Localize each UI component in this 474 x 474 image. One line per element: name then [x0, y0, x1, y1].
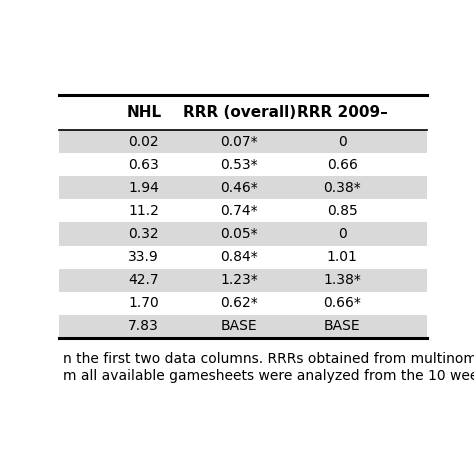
Text: 0.85: 0.85 — [327, 204, 357, 218]
Text: 42.7: 42.7 — [128, 273, 159, 287]
Bar — [59, 246, 427, 269]
Text: 1.01: 1.01 — [327, 250, 357, 264]
Text: 0.53*: 0.53* — [220, 158, 258, 172]
Text: 1.70: 1.70 — [128, 296, 159, 310]
Bar — [59, 153, 427, 176]
Text: 1.38*: 1.38* — [323, 273, 361, 287]
Text: RRR 2009–: RRR 2009– — [297, 105, 388, 120]
Text: 0.66*: 0.66* — [323, 296, 361, 310]
Text: 0.46*: 0.46* — [220, 181, 258, 195]
Text: 0.07*: 0.07* — [220, 135, 258, 148]
Text: n the first two data columns. RRRs obtained from multinomia: n the first two data columns. RRRs obtai… — [63, 352, 474, 366]
Text: BASE: BASE — [324, 319, 360, 333]
Text: 0.63: 0.63 — [128, 158, 159, 172]
Text: 33.9: 33.9 — [128, 250, 159, 264]
Bar — [59, 95, 427, 130]
Bar — [59, 292, 427, 315]
Bar — [59, 200, 427, 222]
Text: RRR (overall): RRR (overall) — [182, 105, 296, 120]
Bar — [59, 222, 427, 246]
Text: 1.94: 1.94 — [128, 181, 159, 195]
Text: 1.23*: 1.23* — [220, 273, 258, 287]
Bar — [59, 315, 427, 338]
Text: 0.66: 0.66 — [327, 158, 357, 172]
Text: 0.32: 0.32 — [128, 227, 159, 241]
Bar — [59, 130, 427, 153]
Text: 7.83: 7.83 — [128, 319, 159, 333]
Text: m all available gamesheets were analyzed from the 10 weeks: m all available gamesheets were analyzed… — [63, 369, 474, 383]
Text: BASE: BASE — [221, 319, 257, 333]
Bar — [59, 176, 427, 200]
Text: 0.05*: 0.05* — [220, 227, 258, 241]
Text: 0: 0 — [338, 135, 346, 148]
Text: 0.38*: 0.38* — [323, 181, 361, 195]
Text: 0.62*: 0.62* — [220, 296, 258, 310]
Bar — [59, 269, 427, 292]
Text: NHL: NHL — [126, 105, 161, 120]
Text: 0.74*: 0.74* — [220, 204, 258, 218]
Text: 11.2: 11.2 — [128, 204, 159, 218]
Text: 0: 0 — [338, 227, 346, 241]
Text: 0.02: 0.02 — [128, 135, 159, 148]
Text: 0.84*: 0.84* — [220, 250, 258, 264]
